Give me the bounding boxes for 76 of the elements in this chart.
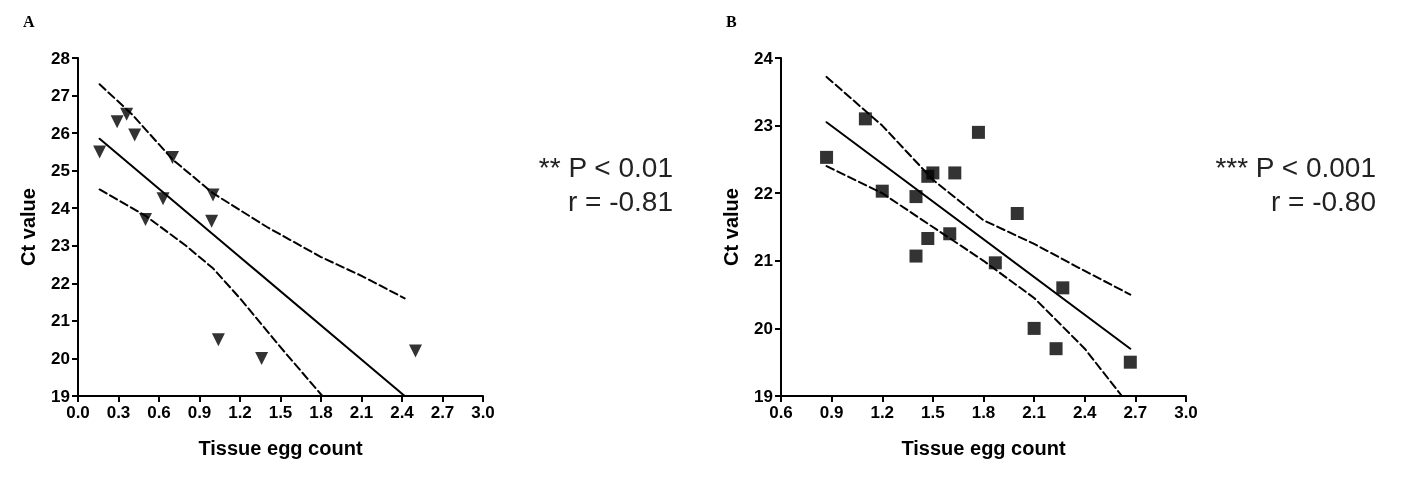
text: *** P < 0.001: [1215, 151, 1376, 183]
point: [909, 190, 923, 204]
x-tick-label: 1.8: [309, 403, 333, 422]
point: [858, 112, 872, 126]
x-tick-label: 2.4: [390, 403, 415, 422]
point: [988, 256, 1002, 270]
point: [1027, 321, 1041, 335]
y-axis-title: Ct value: [720, 188, 742, 266]
x-tick-label: 0.6: [769, 403, 793, 422]
point: [1010, 206, 1024, 220]
x-tick-label: 2.4: [1072, 403, 1098, 422]
x-tick-label: 0.0: [66, 403, 90, 422]
point: [875, 184, 889, 198]
x-axis-title: Tissue egg count: [198, 437, 363, 459]
text: r = -0.81: [567, 185, 673, 217]
x-tick-label: 1.2: [870, 403, 895, 422]
x-tick-label: 0.3: [106, 403, 131, 422]
point: [971, 125, 985, 139]
chart-title: A: [23, 12, 35, 30]
y-tick-label: 19: [754, 386, 773, 406]
x-tick-label: 1.2: [228, 403, 252, 422]
point: [205, 214, 219, 228]
point: [820, 150, 834, 164]
point: [120, 107, 134, 121]
point: [1056, 281, 1070, 295]
y-tick-label: 27: [51, 86, 70, 106]
y-tick-label: 20: [754, 318, 773, 338]
text: r = -0.80: [1270, 185, 1376, 217]
text: ** P < 0.01: [538, 151, 673, 183]
point: [921, 231, 935, 245]
x-tick-label: 1.5: [268, 403, 293, 422]
point: [255, 351, 269, 365]
point: [926, 166, 940, 180]
x-tick-label: 1.5: [921, 403, 945, 422]
point: [156, 192, 170, 206]
point: [93, 145, 107, 159]
y-tick-label: 24: [754, 48, 774, 68]
x-tick-label: 1.8: [971, 403, 996, 422]
line-series: [825, 75, 1132, 296]
y-axis-title: Ct value: [17, 188, 39, 266]
y-tick-label: 19: [51, 386, 70, 406]
y-tick-label: 23: [51, 236, 70, 256]
x-tick-label: 0.6: [147, 403, 171, 422]
y-tick-label: 21: [51, 311, 70, 331]
y-tick-label: 24: [51, 198, 71, 218]
line-series: [98, 83, 406, 300]
x-tick-label: 2.1: [349, 403, 374, 422]
y-tick-label: 23: [754, 116, 773, 136]
point: [139, 212, 152, 226]
y-tick-label: 20: [51, 348, 70, 368]
point: [943, 227, 957, 241]
x-tick-label: 2.7: [430, 403, 455, 422]
point: [110, 115, 124, 129]
x-tick-label: 0.9: [819, 403, 844, 422]
point: [206, 188, 220, 202]
y-tick-label: 26: [51, 123, 70, 143]
x-tick-label: 3.0: [471, 403, 495, 422]
y-tick-label: 21: [754, 251, 773, 271]
point: [909, 249, 923, 263]
x-tick-label: 2.7: [1123, 403, 1148, 422]
point: [409, 344, 422, 358]
point: [166, 151, 179, 165]
y-tick-label: 25: [51, 161, 70, 181]
x-tick-label: 3.0: [1174, 403, 1198, 422]
point: [948, 166, 962, 180]
point: [128, 128, 142, 142]
x-tick-label: 2.1: [1022, 403, 1046, 422]
point: [1049, 342, 1063, 356]
point: [1123, 355, 1137, 369]
x-tick-label: 0.9: [187, 403, 212, 422]
point: [211, 333, 225, 347]
y-tick-label: 22: [51, 273, 70, 293]
x-axis-title: Tissue egg count: [901, 437, 1066, 459]
y-tick-label: 22: [754, 183, 773, 203]
chart-title: B: [726, 12, 737, 30]
y-tick-label: 28: [51, 48, 70, 68]
